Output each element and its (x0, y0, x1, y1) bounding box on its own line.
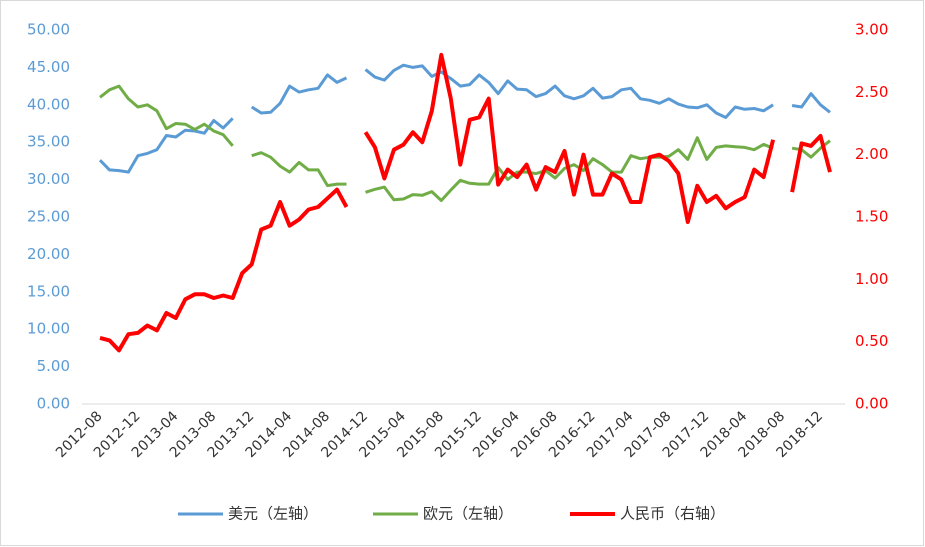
y2-tick-label: 1.00 (855, 270, 888, 288)
y-tick-label: 5.00 (37, 357, 70, 375)
legend-label: 美元（左轴） (228, 505, 318, 523)
data-line (99, 52, 832, 353)
data-line (98, 63, 831, 174)
y-tick-label: 15.00 (27, 282, 70, 300)
legend-item: 美元（左轴） (178, 505, 318, 523)
legend-label: 人民币（右轴） (620, 505, 725, 523)
y-tick-label: 35.00 (27, 133, 70, 151)
y2-tick-label: 2.00 (855, 145, 888, 163)
y2-tick-label: 2.50 (855, 83, 888, 101)
y2-tick-label: 3.00 (855, 21, 888, 39)
y2-tick-label: 1.50 (855, 208, 888, 226)
y-tick-label: 10.00 (27, 320, 70, 338)
y-tick-label: 50.00 (27, 21, 70, 39)
y-tick-label: 25.00 (27, 208, 70, 226)
y2-tick-label: 0.00 (855, 395, 888, 413)
legend-label: 欧元（左轴） (423, 505, 513, 523)
y-tick-label: 30.00 (27, 170, 70, 188)
data-line (99, 84, 831, 202)
legend-item: 欧元（左轴） (373, 505, 513, 523)
y-tick-label: 45.00 (27, 58, 70, 76)
y-tick-label: 20.00 (27, 245, 70, 263)
y2-tick-label: 0.50 (855, 332, 888, 350)
y-tick-label: 40.00 (27, 95, 70, 113)
legend-item: 人民币（右轴） (570, 505, 725, 523)
y-tick-label: 0.00 (37, 395, 70, 413)
